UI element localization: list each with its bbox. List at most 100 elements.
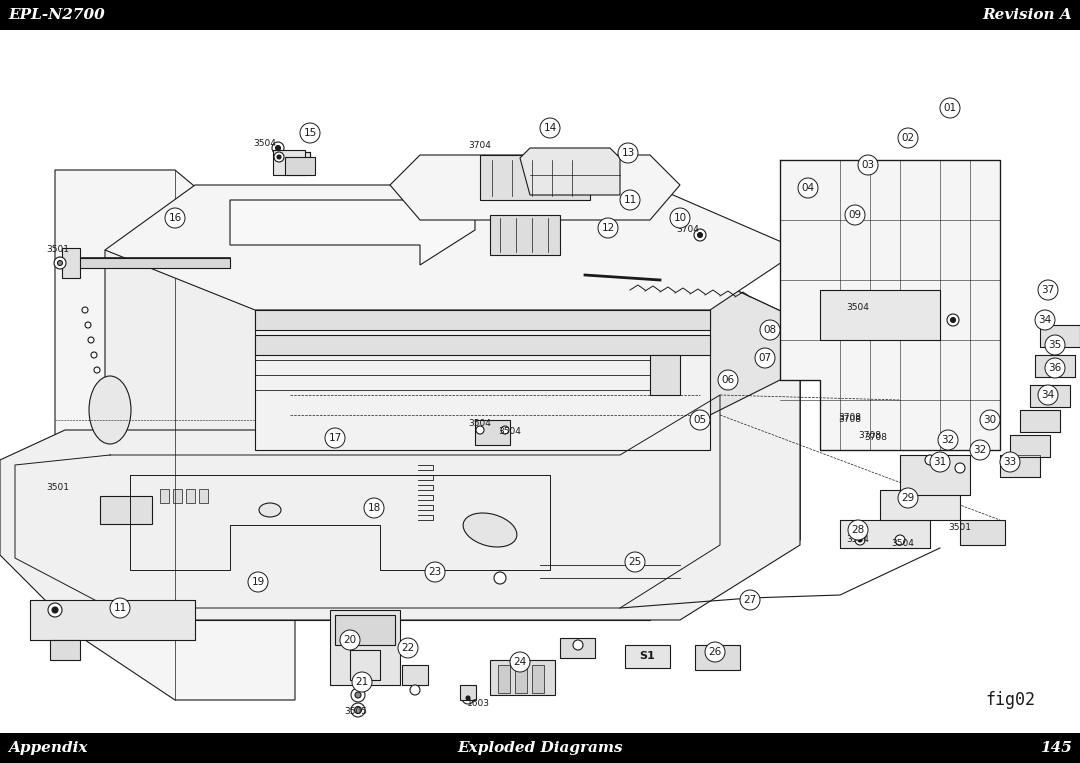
Text: 32: 32 <box>942 435 955 445</box>
Ellipse shape <box>463 513 517 547</box>
Text: 17: 17 <box>328 433 341 443</box>
Polygon shape <box>1020 410 1059 432</box>
Circle shape <box>950 317 956 323</box>
Circle shape <box>1045 335 1065 355</box>
Polygon shape <box>820 290 940 340</box>
Polygon shape <box>696 645 740 670</box>
Text: 145: 145 <box>1040 741 1072 755</box>
Text: 03: 03 <box>862 160 875 170</box>
Circle shape <box>670 208 690 228</box>
Polygon shape <box>650 250 800 540</box>
Circle shape <box>939 430 958 450</box>
Circle shape <box>272 142 284 154</box>
Polygon shape <box>650 355 680 395</box>
Circle shape <box>399 638 418 658</box>
Circle shape <box>755 348 775 368</box>
Text: 10: 10 <box>674 213 687 223</box>
Circle shape <box>52 607 58 613</box>
Circle shape <box>354 707 362 713</box>
Polygon shape <box>460 685 476 700</box>
Circle shape <box>462 692 474 704</box>
Text: 3504: 3504 <box>847 536 869 545</box>
Bar <box>0 0 1080 30</box>
Circle shape <box>845 205 865 225</box>
Polygon shape <box>780 160 1000 450</box>
Text: 3505: 3505 <box>345 707 367 716</box>
Circle shape <box>351 703 365 717</box>
Text: 24: 24 <box>513 657 527 667</box>
Circle shape <box>540 118 561 138</box>
Text: 29: 29 <box>902 493 915 503</box>
Polygon shape <box>330 610 400 685</box>
Text: 35: 35 <box>1049 340 1062 350</box>
Text: fig02: fig02 <box>985 691 1035 709</box>
Text: 06: 06 <box>721 375 734 385</box>
Circle shape <box>300 123 320 143</box>
Text: 3708: 3708 <box>864 433 888 442</box>
Circle shape <box>855 535 865 545</box>
Polygon shape <box>273 150 305 175</box>
Text: Revision A: Revision A <box>982 8 1072 22</box>
Circle shape <box>465 696 470 700</box>
Text: 20: 20 <box>343 635 356 645</box>
Circle shape <box>718 370 738 390</box>
Circle shape <box>980 410 1000 430</box>
Circle shape <box>1035 310 1055 330</box>
Circle shape <box>426 562 445 582</box>
Text: 18: 18 <box>367 503 380 513</box>
Circle shape <box>625 552 645 572</box>
Circle shape <box>897 128 918 148</box>
Text: 11: 11 <box>113 603 126 613</box>
Polygon shape <box>1000 455 1040 477</box>
Text: S1: S1 <box>639 651 654 661</box>
Text: 37: 37 <box>1041 285 1055 295</box>
Text: 3504: 3504 <box>892 539 915 548</box>
Polygon shape <box>1030 385 1070 407</box>
Circle shape <box>573 640 583 650</box>
Circle shape <box>94 367 100 373</box>
Polygon shape <box>285 157 315 175</box>
Circle shape <box>694 229 706 241</box>
Polygon shape <box>55 170 295 700</box>
Text: 32: 32 <box>973 445 987 455</box>
Circle shape <box>110 598 130 618</box>
Circle shape <box>620 190 640 210</box>
Text: 30: 30 <box>984 415 997 425</box>
Polygon shape <box>561 638 595 658</box>
Text: EPL-N2700: EPL-N2700 <box>8 8 105 22</box>
Bar <box>199 489 208 503</box>
Polygon shape <box>62 248 80 278</box>
Polygon shape <box>1035 355 1075 377</box>
Circle shape <box>618 143 638 163</box>
Text: 26: 26 <box>708 647 721 657</box>
Text: 15: 15 <box>303 128 316 138</box>
Bar <box>100 496 152 524</box>
Text: 25: 25 <box>629 557 642 567</box>
Circle shape <box>1038 385 1058 405</box>
Text: 28: 28 <box>851 525 865 535</box>
Circle shape <box>54 257 66 269</box>
Polygon shape <box>255 310 710 450</box>
Circle shape <box>248 572 268 592</box>
Polygon shape <box>335 615 395 645</box>
Circle shape <box>740 590 760 610</box>
Polygon shape <box>402 665 428 685</box>
Text: 3504: 3504 <box>469 418 491 427</box>
Circle shape <box>494 572 507 584</box>
Text: 12: 12 <box>602 223 615 233</box>
Circle shape <box>352 672 372 692</box>
Text: 3708: 3708 <box>838 414 862 423</box>
Circle shape <box>1000 452 1020 472</box>
Circle shape <box>355 692 361 698</box>
Text: 07: 07 <box>758 353 771 363</box>
Text: 16: 16 <box>168 213 181 223</box>
Ellipse shape <box>89 376 131 444</box>
Circle shape <box>82 307 87 313</box>
Circle shape <box>274 152 284 162</box>
Text: 19: 19 <box>252 577 265 587</box>
Text: 09: 09 <box>849 210 862 220</box>
Circle shape <box>897 488 918 508</box>
Text: 27: 27 <box>743 595 757 605</box>
Circle shape <box>930 452 950 472</box>
Text: 1603: 1603 <box>467 698 489 707</box>
